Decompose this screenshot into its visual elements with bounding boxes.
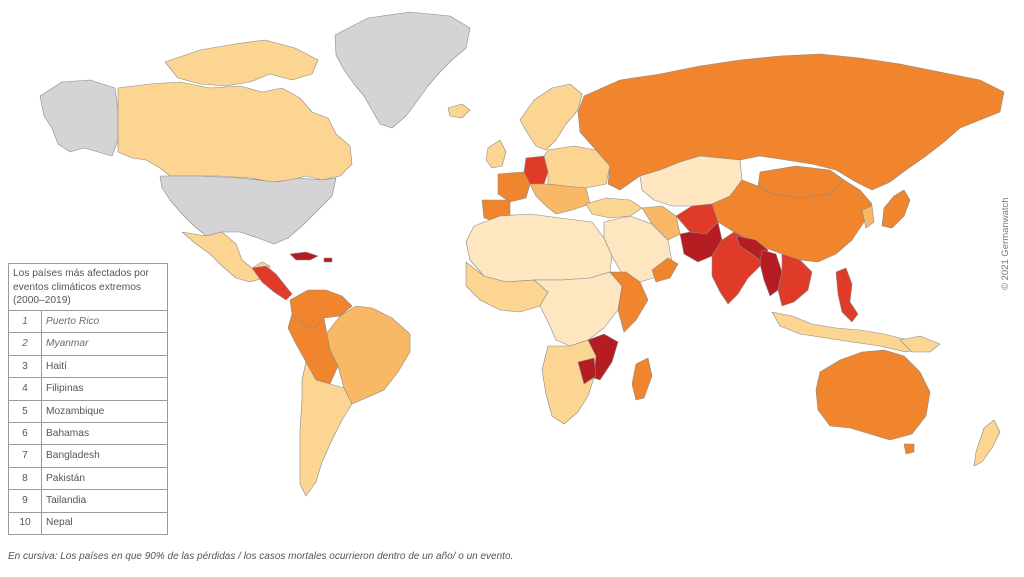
- legend-rank: 7: [9, 444, 42, 468]
- map-region-tasmania: [903, 443, 915, 455]
- map-region-new-zealand: [973, 419, 1001, 467]
- legend-row: 8 Pakistán: [9, 466, 167, 490]
- legend-row: 10 Nepal: [9, 511, 167, 534]
- map-region-philippines: [835, 267, 859, 323]
- legend-row: 1 Puerto Rico: [9, 311, 167, 333]
- legend-country: Mozambique: [41, 399, 167, 423]
- map-region-usa: [159, 175, 337, 245]
- legend-rank: 5: [9, 399, 42, 423]
- map-region-east-africa: [609, 271, 649, 333]
- legend-row: 6 Bahamas: [9, 421, 167, 445]
- map-region-japan: [881, 189, 911, 229]
- legend-row: 2 Myanmar: [9, 332, 167, 356]
- legend-country: Nepal: [41, 511, 167, 534]
- map-region-central-africa: [533, 271, 623, 347]
- legend-table: Los países más afectados por eventos cli…: [8, 263, 168, 535]
- legend-row: 4 Filipinas: [9, 377, 167, 401]
- map-region-uk-ireland: [485, 139, 507, 169]
- map-region-thailand-indochina: [777, 253, 813, 307]
- copyright-notice: © 2021 Germanwatch: [1000, 197, 1011, 290]
- map-region-eastern-europe: [543, 145, 611, 189]
- legend-rank: 8: [9, 466, 42, 490]
- map-region-scandinavia: [519, 83, 583, 151]
- map-region-australia: [815, 349, 931, 441]
- footnote: En cursiva: Los países en que 90% de las…: [8, 551, 514, 562]
- legend-rank: 10: [9, 511, 42, 534]
- map-region-puerto-rico: [323, 257, 333, 263]
- legend-country: Filipinas: [41, 377, 167, 401]
- map-region-canada: [117, 81, 353, 183]
- map-region-turkey: [585, 197, 643, 219]
- legend-row: 3 Haití: [9, 354, 167, 378]
- legend-country: Tailandia: [41, 489, 167, 513]
- map-region-central-america: [251, 265, 293, 301]
- map-region-russia: [577, 53, 1005, 191]
- map-region-western-europe: [497, 171, 531, 203]
- legend-country: Puerto Rico: [46, 315, 100, 327]
- legend-rank: 9: [9, 489, 42, 513]
- map-region-italy-balkans: [529, 183, 591, 215]
- legend-rank: 1: [9, 311, 42, 333]
- map-region-iceland: [447, 103, 471, 119]
- legend-country: Bahamas: [41, 421, 167, 445]
- map-region-mexico: [181, 231, 271, 283]
- map-region-madagascar: [631, 357, 653, 401]
- map-region-myanmar: [759, 249, 783, 297]
- map-region-papua: [899, 335, 941, 353]
- map-region-oman-yemen: [651, 257, 679, 283]
- legend-rank: 6: [9, 421, 42, 445]
- legend-country: Pakistán: [41, 466, 167, 490]
- legend-country: Haití: [41, 354, 167, 378]
- legend-title: Los países más afectados por eventos cli…: [9, 264, 167, 311]
- legend-row: 7 Bangladesh: [9, 444, 167, 468]
- map-region-canada-islands: [164, 39, 319, 87]
- legend-rank: 2: [9, 332, 42, 356]
- legend-row: 5 Mozambique: [9, 399, 167, 423]
- map-region-caribbean: [289, 251, 319, 261]
- legend-rank: 3: [9, 354, 42, 378]
- legend-rank: 4: [9, 377, 42, 401]
- legend-country: Myanmar: [41, 332, 167, 356]
- legend-rows: 1 Puerto Rico 2 Myanmar 3 Haití 4 Filipinas 5 Moz…: [9, 311, 167, 534]
- map-region-alaska: [39, 79, 119, 157]
- map-region-zimbabwe: [577, 357, 597, 385]
- legend-country: Bangladesh: [41, 444, 167, 468]
- map-region-southern-africa: [541, 339, 597, 425]
- legend-row: 9 Tailandia: [9, 489, 167, 513]
- map-region-southern-cone: [299, 361, 353, 497]
- map-region-north-africa: [465, 213, 613, 283]
- map-region-korea: [861, 205, 875, 229]
- map-region-mozambique: [587, 333, 619, 381]
- map-region-greenland: [334, 11, 471, 129]
